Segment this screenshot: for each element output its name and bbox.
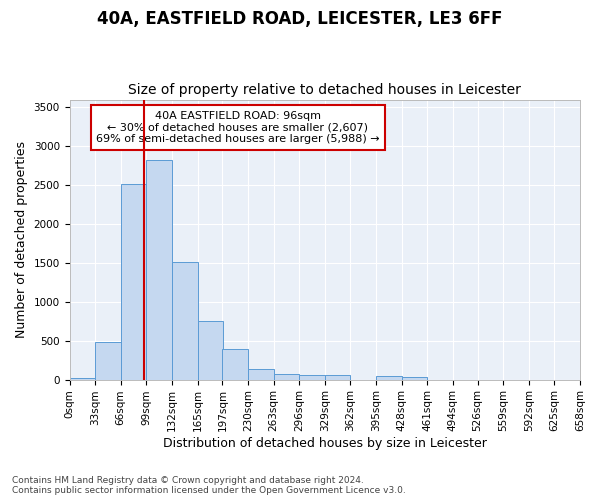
Bar bbox=[146, 160, 172, 380]
Bar bbox=[197, 322, 223, 380]
Bar bbox=[376, 376, 401, 380]
Bar bbox=[401, 378, 427, 380]
X-axis label: Distribution of detached houses by size in Leicester: Distribution of detached houses by size … bbox=[163, 437, 487, 450]
Bar bbox=[248, 368, 274, 380]
Bar bbox=[70, 378, 95, 380]
Bar bbox=[172, 262, 197, 380]
Bar bbox=[299, 376, 325, 380]
Bar bbox=[223, 350, 248, 380]
Bar bbox=[274, 374, 299, 380]
Text: 40A EASTFIELD ROAD: 96sqm
← 30% of detached houses are smaller (2,607)
69% of se: 40A EASTFIELD ROAD: 96sqm ← 30% of detac… bbox=[96, 111, 380, 144]
Y-axis label: Number of detached properties: Number of detached properties bbox=[15, 141, 28, 338]
Bar bbox=[121, 184, 146, 380]
Bar bbox=[325, 376, 350, 380]
Text: Contains HM Land Registry data © Crown copyright and database right 2024.
Contai: Contains HM Land Registry data © Crown c… bbox=[12, 476, 406, 495]
Title: Size of property relative to detached houses in Leicester: Size of property relative to detached ho… bbox=[128, 83, 521, 97]
Text: 40A, EASTFIELD ROAD, LEICESTER, LE3 6FF: 40A, EASTFIELD ROAD, LEICESTER, LE3 6FF bbox=[97, 10, 503, 28]
Bar bbox=[95, 342, 121, 380]
